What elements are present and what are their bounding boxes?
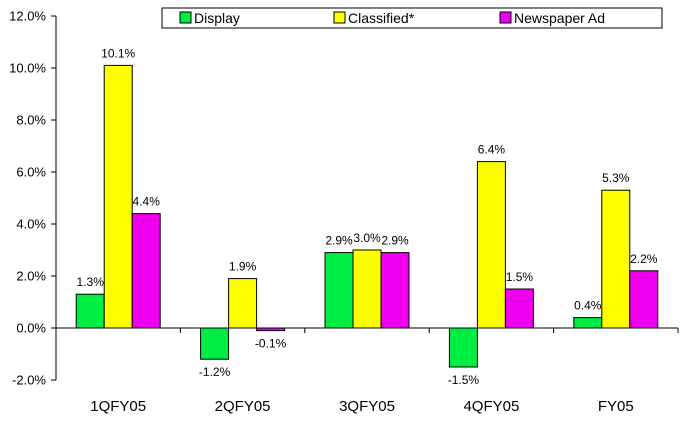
bar-display-2qfy05 [200,327,230,360]
legend-box [161,7,663,29]
bar-newspaper-ad-fy05 [629,270,659,329]
data-label: -1.2% [199,365,231,379]
bar-display-4qfy05 [448,327,478,368]
x-category-label: 1QFY05 [90,398,146,415]
data-label: 2.9% [381,234,409,248]
data-label: 1.9% [229,260,257,274]
data-label: 3.0% [353,231,381,245]
data-label: 6.4% [478,143,506,157]
data-label: 10.1% [101,46,135,60]
y-tick-label: 4.0% [16,217,46,232]
bar-newspaper-ad-1qfy05 [131,213,161,329]
bar-classified-fy05 [601,189,631,329]
legend-swatch [333,11,346,24]
bar-newspaper-ad-3qfy05 [380,252,410,329]
legend-swatch [179,11,192,24]
y-tick-label: 12.0% [9,9,46,24]
legend-label: Newspaper Ad [514,10,605,26]
bar-newspaper-ad-4qfy05 [504,288,534,329]
legend-swatch [499,11,512,24]
data-label: 1.5% [506,270,534,284]
data-label: 0.4% [574,299,602,313]
data-label: 4.4% [133,195,161,209]
y-tick-label: 8.0% [16,113,46,128]
legend-label: Classified* [348,10,415,26]
data-label: 2.2% [630,252,658,266]
bar-classified-4qfy05 [476,161,506,329]
bar-display-3qfy05 [324,252,354,329]
x-category-label: 2QFY05 [215,398,271,415]
data-label: 5.3% [602,171,630,185]
bar-newspaper-ad-2qfy05 [256,327,286,332]
x-category-label: 4QFY05 [463,398,519,415]
x-category-label: FY05 [598,398,634,415]
bar-classified-3qfy05 [352,249,382,329]
bar-classified-2qfy05 [228,278,258,329]
y-tick-label: 0.0% [16,321,46,336]
data-label: -0.1% [255,337,287,351]
bar-display-1qfy05 [75,293,105,329]
legend-label: Display [194,10,240,26]
bar-classified-1qfy05 [103,64,133,329]
y-tick-label: 10.0% [9,61,46,76]
bar-display-fy05 [573,317,603,329]
y-tick-label: 6.0% [16,165,46,180]
y-tick-label: -2.0% [12,373,46,388]
y-tick-label: 2.0% [16,269,46,284]
x-category-label: 3QFY05 [339,398,395,415]
data-label: -1.5% [448,373,480,387]
data-label: 1.3% [77,275,105,289]
data-label: 2.9% [325,234,353,248]
